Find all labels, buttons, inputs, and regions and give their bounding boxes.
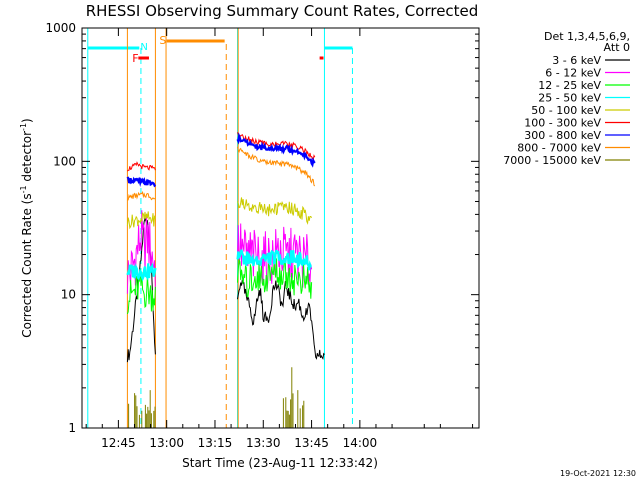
y-axis-label-exp1: -1 bbox=[19, 185, 28, 193]
series-8-segment-1 bbox=[282, 367, 305, 428]
series-6-segment-1 bbox=[236, 132, 316, 168]
y-tick-label-3: 1000 bbox=[45, 21, 76, 35]
series-3-segment-0 bbox=[126, 262, 157, 282]
y-axis-label-end: ) bbox=[20, 118, 34, 123]
top-layer: FN S bbox=[132, 34, 166, 65]
legend-label-0: 3 - 6 keV bbox=[552, 54, 601, 67]
y-tick-label-0: 1 bbox=[68, 421, 76, 435]
legend-label-6: 300 - 800 keV bbox=[524, 129, 601, 142]
legend-label-4: 50 - 100 keV bbox=[531, 104, 601, 117]
legend-label-2: 12 - 25 keV bbox=[538, 79, 601, 92]
y-tick-label-1: 10 bbox=[61, 288, 76, 302]
plot-frame bbox=[81, 27, 480, 429]
saa-letter: S bbox=[159, 34, 166, 47]
series-layer bbox=[126, 132, 325, 428]
y-tick-label-2: 100 bbox=[53, 154, 76, 168]
series-4 bbox=[126, 197, 313, 230]
legend-label-5: 100 - 300 keV bbox=[524, 117, 601, 130]
y-axis-label-mid: detector bbox=[20, 131, 34, 186]
series-3-segment-1 bbox=[236, 249, 312, 271]
legend-header-2: Att 0 bbox=[604, 41, 630, 54]
x-tick-label-0: 12:45 bbox=[101, 436, 136, 450]
y-axis-label: Corrected Count Rate (s-1 detector-1) bbox=[19, 118, 34, 337]
flare-letter: F bbox=[132, 52, 138, 65]
series-4-segment-1 bbox=[237, 197, 313, 225]
y-axis-label-main: Corrected Count Rate (s bbox=[20, 193, 34, 337]
legend-label-1: 6 - 12 keV bbox=[545, 67, 601, 80]
series-4-segment-0 bbox=[126, 211, 156, 230]
series-2-segment-0 bbox=[126, 269, 156, 315]
series-2-segment-1 bbox=[237, 257, 313, 299]
y-axis-label-exp2: -1 bbox=[19, 123, 28, 131]
series-0-segment-1 bbox=[237, 279, 325, 360]
night-letter: N bbox=[140, 42, 147, 53]
series-8-segment-0 bbox=[128, 390, 156, 428]
series-5-segment-1 bbox=[237, 132, 316, 162]
x-tick-label-1: 13:00 bbox=[149, 436, 184, 450]
series-7-segment-1 bbox=[237, 146, 316, 187]
legend-label-7: 800 - 7000 keV bbox=[517, 142, 601, 155]
series-5-segment-0 bbox=[127, 161, 156, 172]
chart-title: RHESSI Observing Summary Count Rates, Co… bbox=[86, 2, 479, 20]
background-layer bbox=[87, 28, 353, 428]
x-axis-label: Start Time (23-Aug-11 12:33:42) bbox=[182, 456, 378, 470]
series-3 bbox=[126, 249, 312, 282]
axis-layer: 12:45 13:00 13:15 13:30 13:45 14:00 1 10 100 1000 bbox=[45, 21, 479, 450]
series-6-segment-0 bbox=[126, 176, 157, 188]
series-7 bbox=[127, 146, 316, 201]
series-8 bbox=[128, 367, 305, 428]
legend-label-3: 25 - 50 keV bbox=[538, 92, 601, 105]
timestamp: 19-Oct-2021 12:30 bbox=[560, 469, 636, 478]
x-tick-label-3: 13:30 bbox=[246, 436, 281, 450]
series-6 bbox=[126, 132, 316, 188]
legend-header-1: Det 1,3,4,5,6,9, bbox=[544, 30, 630, 43]
series-5 bbox=[127, 132, 316, 172]
series-7-segment-0 bbox=[127, 190, 156, 201]
series-2 bbox=[126, 257, 313, 315]
legend-label-8: 7000 - 15000 keV bbox=[503, 154, 601, 167]
x-tick-label-4: 13:45 bbox=[294, 436, 329, 450]
x-tick-label-5: 14:00 bbox=[343, 436, 378, 450]
x-tick-label-2: 13:15 bbox=[198, 436, 233, 450]
